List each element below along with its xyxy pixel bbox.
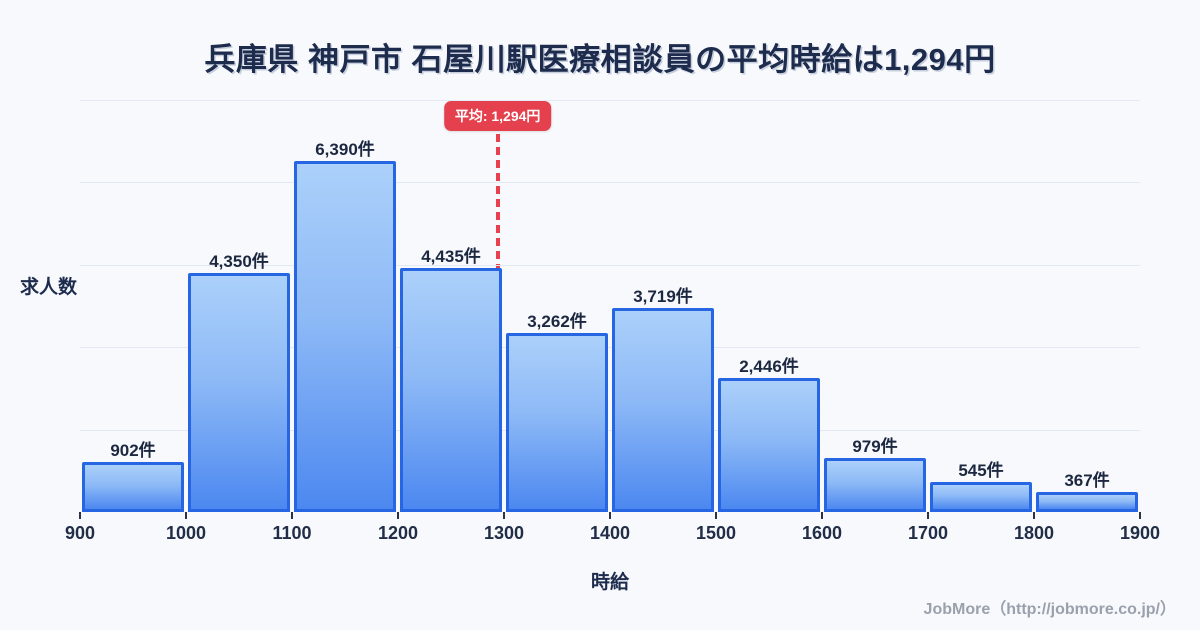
x-axis-tick bbox=[185, 512, 187, 519]
histogram-bar bbox=[718, 377, 820, 512]
x-axis-tick bbox=[609, 512, 611, 519]
page-title: 兵庫県 神戸市 石屋川駅医療相談員の平均時給は1,294円 bbox=[204, 42, 996, 77]
histogram-plot-area: 平均: 1,294円 902件 4,350件 6,390件 4,435件 3,262件 3… bbox=[65, 100, 1160, 543]
x-axis-tick-label: 1900 bbox=[1119, 523, 1161, 543]
y-axis-label: 求人数 bbox=[20, 277, 78, 298]
gridline bbox=[80, 264, 1140, 266]
average-value-badge: 平均: 1,294円 bbox=[443, 101, 552, 131]
bar-value-label: 902件 bbox=[110, 441, 156, 461]
bar-value-label: 6,390件 bbox=[315, 139, 375, 159]
x-axis-tick bbox=[1139, 512, 1141, 519]
x-axis-tick bbox=[715, 512, 717, 519]
bar-value-label: 367件 bbox=[1064, 470, 1110, 490]
gridline bbox=[80, 182, 1140, 184]
bar-value-label: 979件 bbox=[852, 437, 898, 457]
bar-value-label: 2,446件 bbox=[739, 356, 799, 376]
histogram-bar bbox=[400, 268, 502, 512]
bar-value-label: 3,719件 bbox=[633, 286, 693, 306]
gridline bbox=[80, 100, 1140, 101]
histogram-bar bbox=[1036, 491, 1138, 512]
x-axis-tick bbox=[79, 512, 81, 519]
histogram-bar bbox=[612, 307, 714, 512]
histogram-bar bbox=[930, 482, 1032, 512]
footer-credit: JobMore（http://jobmore.co.jp/） bbox=[923, 601, 1176, 618]
x-axis-tick-label: 1700 bbox=[907, 523, 949, 543]
x-axis-tick-label: 900 bbox=[64, 523, 96, 543]
x-axis-tick bbox=[1033, 512, 1035, 519]
x-axis-tick-label: 1800 bbox=[1013, 523, 1055, 543]
x-axis-tick-label: 1100 bbox=[272, 523, 312, 543]
histogram-bar bbox=[188, 273, 290, 512]
x-axis-tick bbox=[397, 512, 399, 519]
x-axis-tick bbox=[291, 512, 293, 519]
histogram-bar bbox=[294, 160, 396, 512]
bar-value-label: 4,435件 bbox=[421, 247, 481, 267]
histogram-bar bbox=[824, 458, 926, 512]
x-axis-tick-label: 1500 bbox=[695, 523, 737, 543]
histogram-bar bbox=[506, 332, 608, 512]
bar-value-label: 4,350件 bbox=[209, 252, 269, 272]
x-axis-label: 時給 bbox=[590, 572, 629, 593]
bar-value-label: 545件 bbox=[958, 461, 1004, 481]
x-axis-tick-label: 1000 bbox=[165, 523, 207, 543]
bar-value-label: 3,262件 bbox=[527, 311, 587, 331]
x-axis-tick bbox=[821, 512, 823, 519]
gridline bbox=[80, 429, 1140, 431]
x-axis-tick-label: 1600 bbox=[801, 523, 843, 543]
histogram-bar bbox=[82, 462, 184, 512]
gridline bbox=[80, 347, 1140, 349]
x-axis-tick-label: 1400 bbox=[589, 523, 631, 543]
x-axis-tick-label: 1300 bbox=[483, 523, 525, 543]
x-axis-tick bbox=[503, 512, 505, 519]
x-axis-tick-label: 1200 bbox=[377, 523, 419, 543]
x-axis-tick bbox=[927, 512, 929, 519]
